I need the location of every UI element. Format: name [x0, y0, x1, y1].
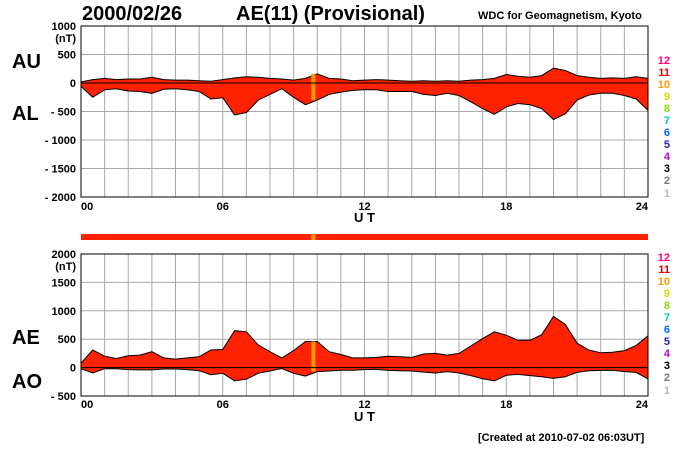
legend-level: 7 [663, 312, 670, 325]
legend-level: 8 [663, 103, 670, 116]
legend-level: 12 [657, 252, 670, 264]
x-axis-label: U T [354, 210, 375, 225]
x-tick-label: 00 [81, 399, 93, 411]
chart-title: AE(11) (Provisional) [236, 3, 425, 25]
legend-level: 4 [663, 151, 670, 164]
status-legend-top: 12 11 10 9 8 7 6 5 4 3 2 1 [642, 55, 670, 200]
legend-level: 12 [657, 55, 670, 67]
al-series-label: AL [12, 103, 39, 125]
x-tick-label: 06 [217, 201, 229, 213]
y-tick-label: - 500 [51, 391, 76, 403]
x-tick-label: 18 [500, 201, 512, 213]
organization-label: WDC for Geomagnetism, Kyoto [478, 10, 642, 22]
y-tick-label: 500 [58, 334, 76, 346]
y-tick-label: 0 [70, 363, 76, 375]
legend-level: 6 [663, 324, 670, 337]
status-bar-highlight [311, 234, 316, 240]
y-tick-label: 1500 [52, 277, 76, 289]
y-tick-label: - 500 [51, 107, 76, 119]
legend-level: 11 [658, 67, 670, 80]
y-unit-label: (nT) [55, 33, 76, 45]
y-tick-label: 2000 [52, 249, 76, 261]
y-tick-label: 1000 [52, 21, 76, 33]
series-ao-line [80, 367, 649, 382]
legend-level: 7 [663, 115, 670, 128]
legend-level: 10 [657, 276, 670, 289]
legend-level: 4 [663, 348, 670, 361]
legend-level: 5 [663, 336, 670, 349]
au-series-label: AU [12, 51, 41, 73]
x-tick-label: 24 [636, 399, 649, 411]
legend-level: 6 [663, 127, 670, 140]
legend-level: 1 [663, 187, 670, 200]
legend-level: 9 [663, 288, 670, 301]
plot-frame [80, 25, 649, 198]
created-timestamp: [Created at 2010-07-02 06:03UT] [478, 432, 645, 444]
legend-level: 10 [657, 79, 670, 92]
series-ae-line [80, 315, 649, 364]
status-highlight [311, 341, 316, 372]
legend-level: 9 [663, 91, 670, 104]
legend-level: 5 [663, 139, 670, 152]
band-ae-ao [81, 316, 648, 381]
legend-level: 2 [663, 175, 670, 188]
series-al-line [80, 86, 649, 121]
x-tick-label: 24 [636, 201, 649, 213]
y-unit-label: (nT) [55, 261, 76, 273]
y-tick-label: - 1500 [45, 164, 76, 176]
y-tick-label: 0 [70, 78, 76, 90]
x-tick-label: 18 [500, 399, 512, 411]
plot-frame [80, 253, 649, 397]
y-tick-label: - 2000 [45, 192, 76, 204]
y-tick-label: - 1000 [45, 135, 76, 147]
ae-series-label: AE [12, 327, 40, 349]
legend-level: 3 [663, 360, 670, 373]
legend-level: 2 [663, 372, 670, 385]
legend-level: 3 [663, 163, 670, 176]
ao-series-label: AO [12, 371, 42, 393]
x-tick-label: 12 [358, 399, 370, 411]
chart-date: 2000/02/26 [82, 3, 183, 25]
y-tick-label: 1000 [52, 306, 76, 318]
x-tick-label: 12 [358, 201, 370, 213]
x-tick-label: 06 [217, 399, 229, 411]
status-legend-bottom: 12 11 10 9 8 7 6 5 4 3 2 1 [642, 252, 670, 397]
x-tick-label: 00 [81, 201, 93, 213]
legend-level: 8 [663, 300, 670, 313]
status-bar [81, 234, 648, 240]
y-tick-label: 500 [58, 50, 76, 62]
legend-level: 1 [663, 384, 670, 397]
x-axis-label: U T [354, 409, 375, 424]
status-highlight [311, 73, 316, 101]
legend-level: 11 [658, 264, 670, 277]
series-au-line [80, 67, 649, 83]
